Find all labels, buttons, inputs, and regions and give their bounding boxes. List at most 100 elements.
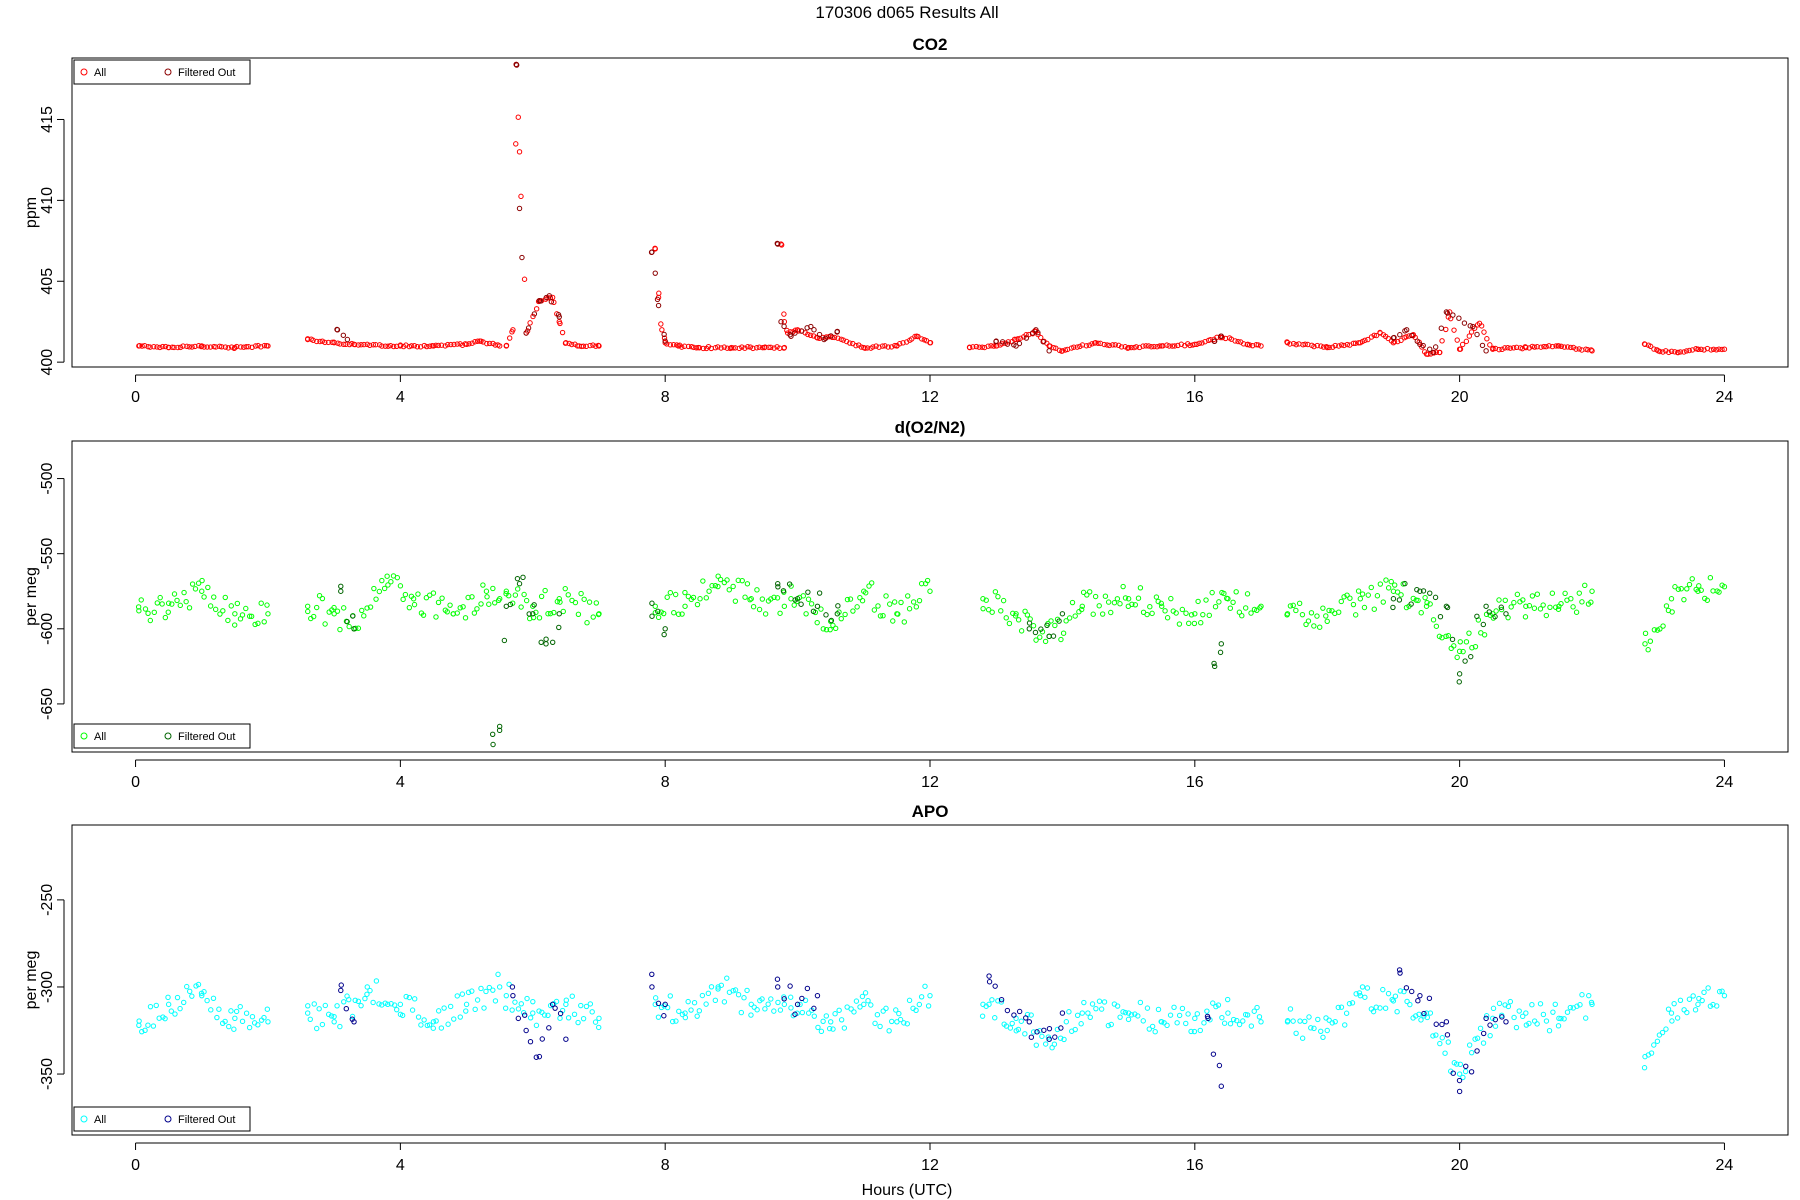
data-point: [1028, 1034, 1035, 1040]
data-point: [1456, 1077, 1463, 1084]
data-point: [724, 975, 730, 981]
data-point: [513, 62, 520, 68]
data-point: [655, 608, 661, 615]
data-point: [322, 621, 328, 627]
data-point: [1338, 1004, 1345, 1010]
data-point: [862, 345, 868, 351]
data-point: [1081, 999, 1087, 1006]
data-point: [788, 1005, 794, 1011]
data-point: [305, 336, 311, 342]
data-point: [1456, 1088, 1463, 1095]
data-point: [515, 1006, 522, 1012]
data-point: [1456, 679, 1462, 685]
data-point: [1648, 1050, 1655, 1056]
data-point: [349, 1013, 356, 1020]
data-point: [1089, 341, 1095, 347]
data-point: [1433, 1032, 1439, 1038]
data-point: [781, 603, 788, 609]
data-point: [1558, 600, 1564, 607]
data-point: [492, 342, 499, 348]
data-point: [527, 1015, 534, 1021]
data-point: [548, 299, 555, 305]
data-point: [765, 1001, 771, 1007]
data-point: [1084, 592, 1090, 598]
data-point: [832, 625, 839, 632]
data-point: [1118, 344, 1125, 350]
series-all: [135, 573, 1728, 661]
data-point: [367, 987, 373, 994]
data-point: [492, 600, 498, 606]
data-point: [1385, 585, 1392, 591]
data-point: [469, 988, 475, 994]
data-point: [1032, 629, 1039, 636]
data-point: [1534, 1021, 1540, 1027]
data-point: [1210, 1000, 1216, 1006]
data-point: [1444, 604, 1451, 611]
data-point: [1236, 1021, 1243, 1028]
data-point: [445, 341, 451, 348]
data-point: [1453, 1061, 1460, 1067]
data-point: [435, 599, 442, 606]
data-point: [346, 996, 352, 1003]
data-point: [1552, 1001, 1558, 1007]
data-point: [1443, 633, 1449, 639]
data-point: [1024, 612, 1031, 618]
data-point: [305, 608, 311, 615]
data-point: [1681, 596, 1687, 603]
data-point: [874, 1012, 881, 1018]
data-point: [334, 326, 340, 333]
data-point: [337, 626, 343, 633]
panel-title: APO: [912, 802, 949, 821]
data-point: [159, 601, 165, 607]
data-point: [1038, 334, 1044, 341]
data-point: [136, 608, 142, 614]
data-point: [1496, 1000, 1503, 1007]
data-point: [258, 600, 264, 606]
data-point: [595, 611, 602, 618]
data-point: [515, 1015, 522, 1022]
data-point: [1341, 594, 1347, 600]
data-point: [1162, 608, 1168, 614]
data-point: [655, 614, 662, 621]
data-point: [1450, 312, 1456, 318]
legend-label: All: [94, 731, 106, 743]
data-point: [338, 588, 344, 594]
data-point: [355, 625, 362, 631]
data-point: [1576, 346, 1582, 352]
data-point: [1194, 1011, 1200, 1017]
data-point: [1157, 343, 1163, 349]
y-tick-label: 400: [39, 349, 56, 376]
data-point: [519, 254, 525, 261]
data-point: [555, 312, 562, 318]
data-point: [700, 345, 707, 352]
data-point: [1522, 614, 1529, 620]
data-point: [918, 994, 925, 1000]
data-point: [925, 1003, 932, 1009]
data-point: [685, 593, 692, 600]
data-point: [1235, 338, 1241, 345]
data-point: [566, 340, 572, 347]
data-point: [340, 341, 347, 348]
data-point: [1474, 1048, 1480, 1054]
data-point: [1474, 613, 1480, 620]
data-point: [1305, 618, 1312, 624]
data-point: [1474, 1035, 1481, 1041]
data-point: [1037, 634, 1043, 640]
data-point: [775, 999, 781, 1006]
data-point: [556, 611, 562, 617]
data-point: [1674, 1015, 1681, 1021]
data-point: [338, 982, 344, 988]
data-point: [1117, 1014, 1123, 1020]
data-point: [1427, 1010, 1434, 1016]
data-point: [1018, 628, 1025, 634]
data-point: [900, 340, 906, 346]
data-point: [433, 342, 439, 348]
data-point: [1547, 604, 1553, 610]
data-point: [580, 343, 587, 349]
data-point: [1204, 1013, 1211, 1020]
data-point: [243, 344, 249, 350]
data-point: [1195, 598, 1201, 605]
data-point: [1660, 623, 1666, 629]
data-point: [334, 1003, 340, 1009]
